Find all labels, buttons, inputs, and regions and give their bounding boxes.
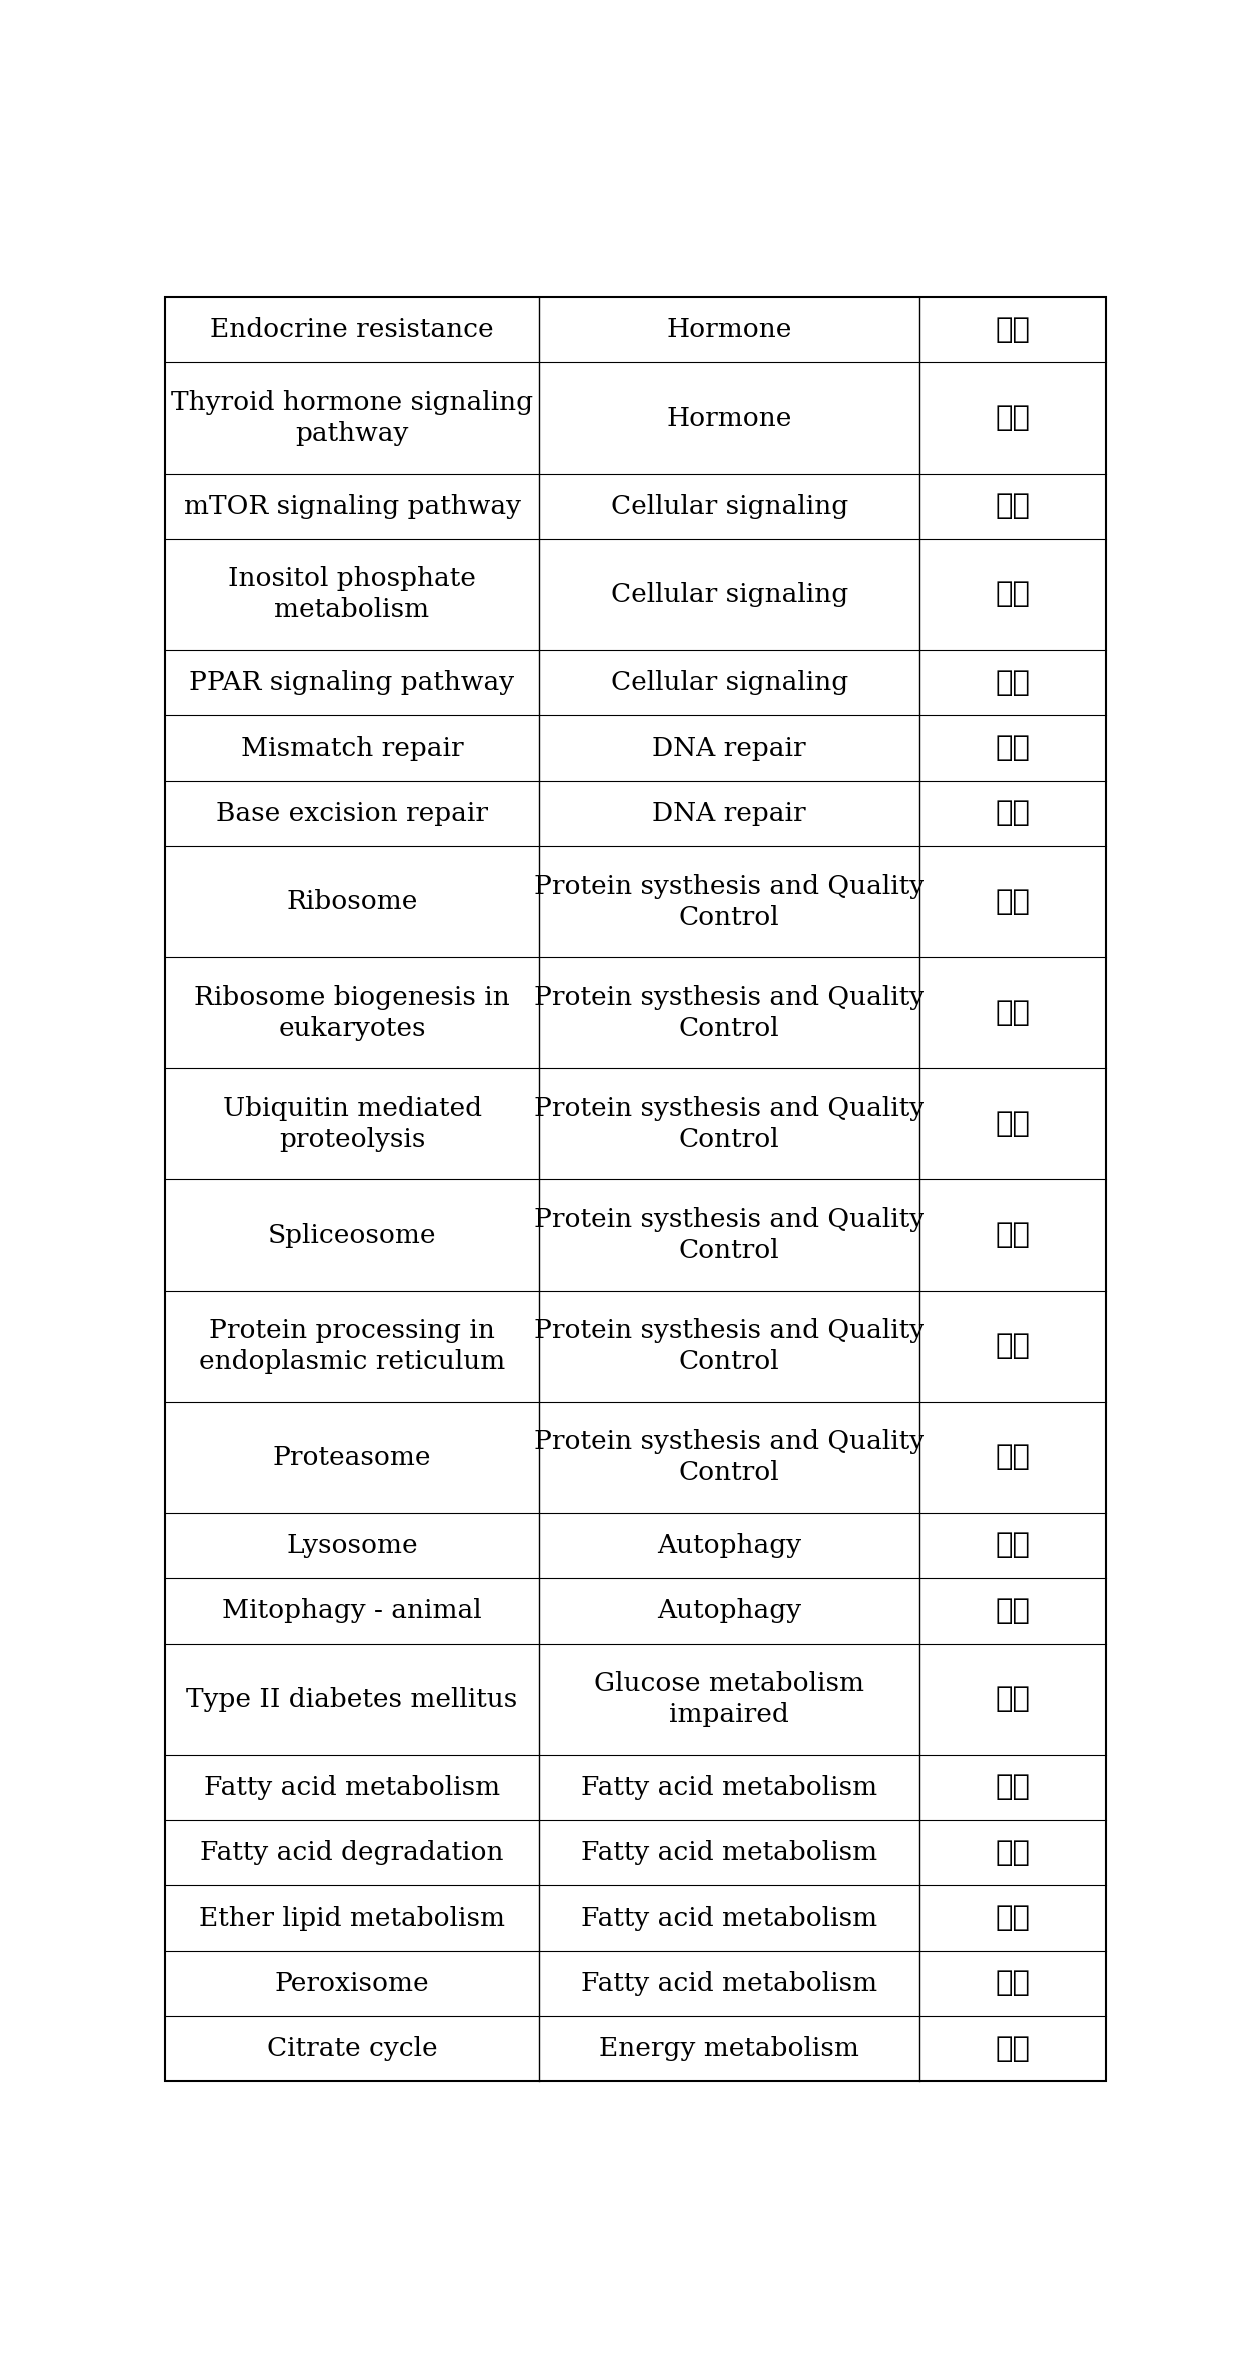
Text: 增加: 增加 (996, 798, 1030, 827)
Text: Energy metabolism: Energy metabolism (599, 2037, 859, 2061)
Text: 增加: 增加 (996, 1109, 1030, 1137)
Text: DNA repair: DNA repair (652, 801, 806, 827)
Text: PPAR signaling pathway: PPAR signaling pathway (190, 671, 515, 695)
Text: 增加: 增加 (996, 1597, 1030, 1625)
Text: Autophagy: Autophagy (657, 1599, 801, 1623)
Text: Autophagy: Autophagy (657, 1533, 801, 1559)
Text: Protein systhesis and Quality
Control: Protein systhesis and Quality Control (534, 984, 924, 1041)
Text: 增加: 增加 (996, 1773, 1030, 1802)
Text: Endocrine resistance: Endocrine resistance (211, 318, 494, 341)
Text: 增加: 增加 (996, 1905, 1030, 1931)
Text: Protein processing in
endoplasmic reticulum: Protein processing in endoplasmic reticu… (198, 1319, 505, 1373)
Text: Fatty acid degradation: Fatty acid degradation (200, 1839, 503, 1865)
Text: 降低: 降低 (996, 405, 1030, 431)
Text: 增加: 增加 (996, 669, 1030, 697)
Text: Fatty acid metabolism: Fatty acid metabolism (582, 1905, 877, 1931)
Text: Base excision repair: Base excision repair (216, 801, 489, 827)
Text: Glucose metabolism
impaired: Glucose metabolism impaired (594, 1672, 864, 1726)
Text: 降低: 降低 (996, 888, 1030, 916)
Text: Cellular signaling: Cellular signaling (610, 582, 848, 608)
Text: 降低: 降低 (996, 316, 1030, 344)
Text: Mismatch repair: Mismatch repair (241, 735, 464, 761)
Text: 增加: 增加 (996, 1444, 1030, 1472)
Text: 增加: 增加 (996, 1333, 1030, 1361)
Text: Fatty acid metabolism: Fatty acid metabolism (582, 1776, 877, 1799)
Text: Spliceosome: Spliceosome (268, 1222, 436, 1248)
Text: 降低: 降低 (996, 999, 1030, 1027)
Text: Peroxisome: Peroxisome (275, 1971, 429, 1997)
Text: Thyroid hormone signaling
pathway: Thyroid hormone signaling pathway (171, 391, 533, 445)
Text: Ether lipid metabolism: Ether lipid metabolism (198, 1905, 505, 1931)
Text: Protein systhesis and Quality
Control: Protein systhesis and Quality Control (534, 1319, 924, 1373)
Text: Cellular signaling: Cellular signaling (610, 671, 848, 695)
Text: Protein systhesis and Quality
Control: Protein systhesis and Quality Control (534, 874, 924, 930)
Text: 增加: 增加 (996, 735, 1030, 763)
Text: Mitophagy - animal: Mitophagy - animal (222, 1599, 482, 1623)
Text: Inositol phosphate
metabolism: Inositol phosphate metabolism (228, 568, 476, 622)
Text: Fatty acid metabolism: Fatty acid metabolism (203, 1776, 500, 1799)
Text: 降低: 降低 (996, 1686, 1030, 1712)
Text: 降低: 降低 (996, 492, 1030, 520)
Text: 增加: 增加 (996, 1531, 1030, 1559)
Text: Fatty acid metabolism: Fatty acid metabolism (582, 1839, 877, 1865)
Text: Hormone: Hormone (667, 405, 792, 431)
Text: 增加: 增加 (996, 1839, 1030, 1868)
Text: 增加: 增加 (996, 579, 1030, 608)
Text: Protein systhesis and Quality
Control: Protein systhesis and Quality Control (534, 1095, 924, 1152)
Text: Protein systhesis and Quality
Control: Protein systhesis and Quality Control (534, 1429, 924, 1486)
Text: DNA repair: DNA repair (652, 735, 806, 761)
Text: Ribosome biogenesis in
eukaryotes: Ribosome biogenesis in eukaryotes (195, 984, 510, 1041)
Text: 降低: 降低 (996, 1220, 1030, 1248)
Text: Protein systhesis and Quality
Control: Protein systhesis and Quality Control (534, 1208, 924, 1262)
Text: Cellular signaling: Cellular signaling (610, 495, 848, 518)
Text: 增加: 增加 (996, 1969, 1030, 1997)
Text: Hormone: Hormone (667, 318, 792, 341)
Text: Type II diabetes mellitus: Type II diabetes mellitus (186, 1686, 517, 1712)
Text: Ribosome: Ribosome (286, 890, 418, 914)
Text: mTOR signaling pathway: mTOR signaling pathway (184, 495, 521, 518)
Text: Fatty acid metabolism: Fatty acid metabolism (582, 1971, 877, 1997)
Text: Citrate cycle: Citrate cycle (267, 2037, 438, 2061)
Text: Proteasome: Proteasome (273, 1444, 432, 1470)
Text: 增加: 增加 (996, 2035, 1030, 2063)
Text: Lysosome: Lysosome (286, 1533, 418, 1559)
Text: Ubiquitin mediated
proteolysis: Ubiquitin mediated proteolysis (222, 1095, 481, 1152)
